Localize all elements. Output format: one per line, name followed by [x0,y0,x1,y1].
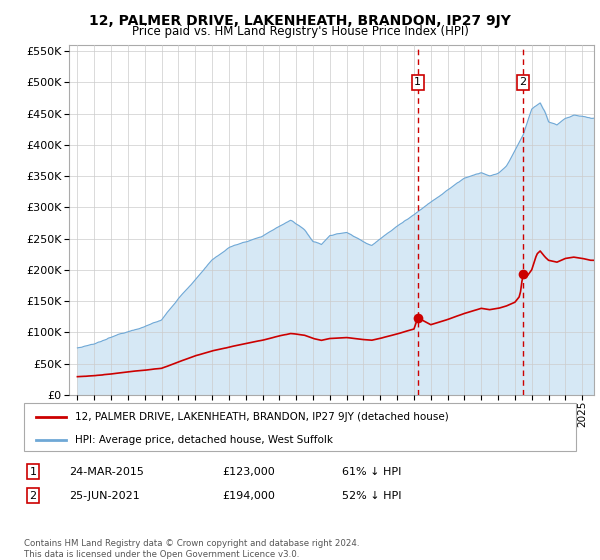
Text: 25-JUN-2021: 25-JUN-2021 [69,491,140,501]
Text: Contains HM Land Registry data © Crown copyright and database right 2024.
This d: Contains HM Land Registry data © Crown c… [24,539,359,559]
Text: £123,000: £123,000 [222,466,275,477]
Text: Price paid vs. HM Land Registry's House Price Index (HPI): Price paid vs. HM Land Registry's House … [131,25,469,38]
Text: 12, PALMER DRIVE, LAKENHEATH, BRANDON, IP27 9JY (detached house): 12, PALMER DRIVE, LAKENHEATH, BRANDON, I… [75,412,449,422]
Text: 61% ↓ HPI: 61% ↓ HPI [342,466,401,477]
Text: 24-MAR-2015: 24-MAR-2015 [69,466,144,477]
Text: 1: 1 [415,77,421,87]
Text: 2: 2 [29,491,37,501]
Text: 12, PALMER DRIVE, LAKENHEATH, BRANDON, IP27 9JY: 12, PALMER DRIVE, LAKENHEATH, BRANDON, I… [89,14,511,28]
Text: 2: 2 [520,77,527,87]
Text: 52% ↓ HPI: 52% ↓ HPI [342,491,401,501]
Text: 1: 1 [29,466,37,477]
Text: £194,000: £194,000 [222,491,275,501]
Text: HPI: Average price, detached house, West Suffolk: HPI: Average price, detached house, West… [75,435,333,445]
